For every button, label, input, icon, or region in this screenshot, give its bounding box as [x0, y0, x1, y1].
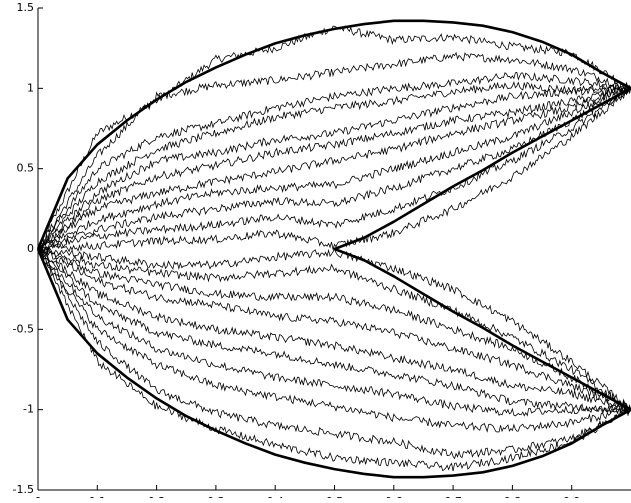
- sample-path-16: [37, 246, 631, 414]
- y-tick-label: -0.5: [13, 322, 34, 335]
- sample-path-4: [37, 85, 631, 250]
- sample-path-2: [37, 71, 631, 251]
- sample-path-8: [37, 84, 631, 251]
- sample-path-15: [37, 248, 631, 411]
- sample-path-5: [37, 83, 631, 250]
- sample-path-1: [37, 51, 631, 250]
- sample-path-6: [37, 84, 631, 251]
- sample-path-9: [37, 85, 631, 252]
- sample-path-19: [37, 248, 631, 460]
- boundary-curve-group: [36, 19, 631, 479]
- sample-path-7: [37, 87, 631, 251]
- sample-path-17: [37, 248, 631, 417]
- y-tick-label: 0: [27, 242, 34, 255]
- y-tick-label: 1.5: [17, 1, 35, 14]
- boundary-curve: [36, 19, 631, 479]
- y-tick-label: 0.5: [17, 162, 35, 175]
- y-tick-label: -1.5: [13, 483, 34, 496]
- sample-path-12: [37, 247, 631, 412]
- y-tick-label: -1: [23, 403, 34, 416]
- sample-path-10: [37, 88, 631, 255]
- sample-path-20: [37, 248, 631, 472]
- sample-path-14: [37, 248, 631, 413]
- sample-path-3: [37, 81, 631, 250]
- sample-path-18: [37, 248, 631, 433]
- y-tick-label: 1: [27, 81, 34, 94]
